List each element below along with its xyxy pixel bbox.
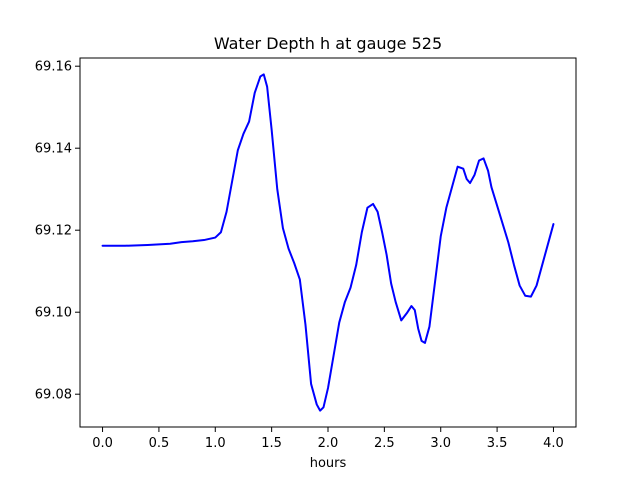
x-tick-label: 0.0 [92,436,113,451]
y-tick-label: 69.10 [35,306,72,321]
x-axis: 0.0 0.5 1.0 1.5 2.0 2.5 3.0 3.5 4.0 [92,427,564,451]
x-tick-label: 4.0 [543,436,564,451]
series-line [101,73,555,412]
y-tick-label: 69.16 [35,60,72,75]
x-tick-label: 2.5 [374,436,395,451]
x-tick-label: 2.0 [318,436,339,451]
y-tick-label: 69.12 [35,224,72,239]
x-axis-label: hours [310,456,347,471]
x-tick-label: 3.0 [430,436,451,451]
y-axis: 69.08 69.10 69.12 69.14 69.16 [35,60,80,403]
y-tick-label: 69.08 [35,388,72,403]
x-tick-label: 1.0 [205,436,226,451]
y-tick-label: 69.14 [35,142,72,157]
x-tick-label: 3.5 [487,436,508,451]
x-tick-label: 0.5 [149,436,170,451]
x-tick-label: 1.5 [261,436,282,451]
chart-title: Water Depth h at gauge 525 [214,34,442,53]
